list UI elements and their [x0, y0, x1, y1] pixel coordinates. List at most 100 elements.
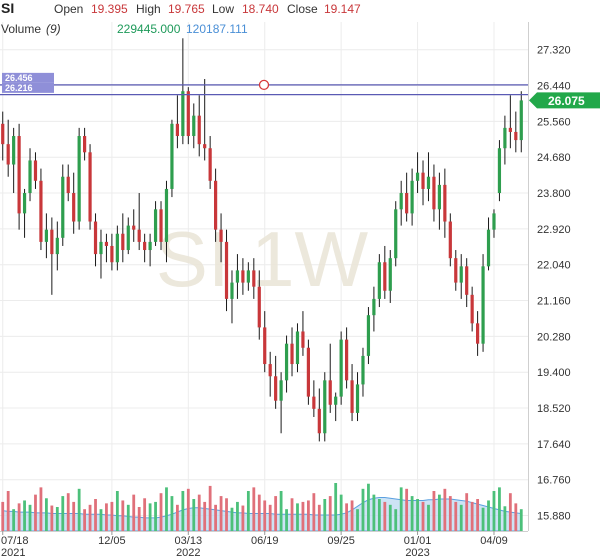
- candle: [208, 136, 212, 189]
- volume-bar: [508, 493, 512, 531]
- candle: [388, 250, 392, 303]
- volume-bar: [350, 500, 354, 531]
- time-tick-year: 2023: [405, 547, 429, 558]
- last-price-tag: 26.075: [529, 92, 600, 109]
- volume-bar: [241, 505, 245, 531]
- candle-body: [241, 270, 245, 283]
- candle-body: [421, 172, 425, 189]
- volume-bar: [99, 509, 103, 531]
- volume-bar: [121, 500, 125, 531]
- candle-body: [448, 221, 452, 259]
- candle-body: [426, 176, 431, 189]
- candle-body: [121, 233, 125, 251]
- candle-body: [22, 193, 27, 214]
- candle: [1, 111, 5, 161]
- candle-body: [465, 266, 469, 295]
- line-drag-handle[interactable]: [258, 79, 270, 91]
- price-tick-label: 25.560: [537, 116, 571, 128]
- candle: [443, 168, 447, 238]
- volume-bar: [328, 496, 332, 531]
- candle-body: [61, 176, 65, 238]
- candle-body: [143, 241, 147, 251]
- volume-bar: [132, 494, 136, 531]
- candle: [170, 119, 174, 198]
- candle: [454, 250, 458, 291]
- volume-bar: [437, 494, 441, 531]
- volume-bar: [268, 504, 272, 531]
- candle-body: [339, 339, 343, 397]
- volume-bar: [175, 504, 179, 531]
- hline-label-bg-lower: [2, 82, 54, 93]
- candle: [323, 372, 327, 442]
- price-tick-label: 26.440: [537, 81, 571, 93]
- candle-body: [126, 225, 130, 251]
- volume-bar: [301, 501, 305, 531]
- candle: [143, 233, 147, 263]
- price-tick-label: 23.800: [537, 188, 571, 200]
- candle-body: [317, 408, 321, 434]
- candle: [6, 119, 10, 177]
- time-tick-year: 2022: [176, 547, 200, 558]
- volume-bar: [252, 487, 256, 531]
- candle: [175, 95, 179, 149]
- hline-label-lower: 26.216: [5, 83, 33, 93]
- candle-body: [197, 115, 201, 145]
- candle: [115, 225, 119, 271]
- price-tick-label: 17.640: [537, 439, 571, 451]
- candle-body: [399, 193, 403, 210]
- candle: [306, 339, 310, 405]
- volume-bar: [236, 501, 239, 531]
- candle: [197, 95, 201, 157]
- time-tick-label: 06/19: [251, 535, 279, 547]
- candle: [497, 140, 502, 202]
- candle-body: [410, 180, 414, 214]
- candle: [405, 172, 409, 222]
- candle: [77, 127, 81, 230]
- volume-bar: [459, 504, 463, 531]
- candle-body: [355, 384, 360, 413]
- candle: [186, 87, 190, 145]
- candle: [137, 193, 141, 251]
- candle-body: [514, 131, 518, 141]
- volume-bar: [519, 509, 523, 531]
- volume-bar: [165, 487, 168, 531]
- candle: [164, 180, 169, 263]
- time-tick-label: 12/05: [98, 535, 126, 547]
- candle-body: [83, 136, 87, 153]
- candle-body: [72, 193, 76, 222]
- candle-body: [203, 144, 207, 149]
- candle-body: [257, 286, 261, 328]
- volume-bar: [126, 504, 130, 531]
- ohlc-header: SI Open 19.395 High 19.765 Low 18.740 Cl…: [1, 0, 361, 36]
- candle-body: [284, 343, 289, 381]
- price-tick-label: 19.400: [537, 367, 571, 379]
- volume-bar: [481, 507, 485, 531]
- candle-body: [186, 91, 190, 137]
- volume-bar: [110, 501, 114, 531]
- volume-bar: [306, 500, 310, 531]
- volume-bar: [23, 500, 26, 531]
- volume-bar: [312, 493, 316, 531]
- time-tick-year: 2021: [1, 547, 25, 558]
- candle-body: [39, 180, 43, 242]
- candle-body: [432, 176, 436, 210]
- candle-body: [481, 266, 485, 344]
- candle-body: [372, 298, 376, 316]
- volume-bar: [34, 494, 37, 531]
- candle: [246, 262, 250, 291]
- candle: [366, 307, 371, 365]
- candle-body: [224, 241, 229, 299]
- candle: [203, 79, 207, 161]
- candle-body: [476, 323, 480, 344]
- volume-bar: [17, 503, 21, 531]
- candle-body: [235, 270, 240, 283]
- candle-body: [219, 229, 223, 242]
- candle-body: [153, 209, 158, 242]
- volume-bar: [394, 509, 398, 531]
- candle-body: [17, 136, 21, 214]
- candle: [295, 323, 300, 373]
- candle: [12, 127, 16, 194]
- volume-bar: [28, 504, 32, 531]
- candle: [492, 209, 496, 238]
